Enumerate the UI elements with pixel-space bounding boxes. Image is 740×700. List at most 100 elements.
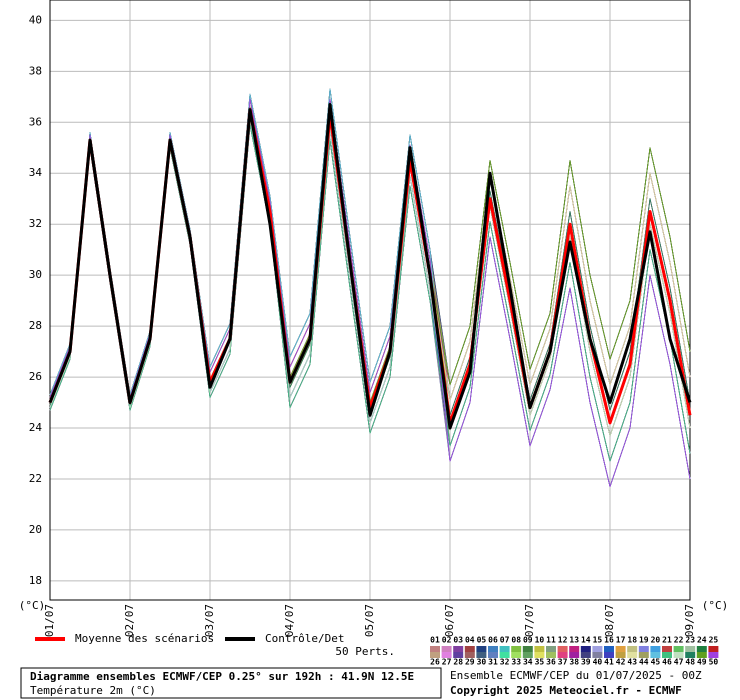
legend-swatch <box>441 646 452 652</box>
legend-swatch <box>604 646 614 652</box>
legend-swatch <box>592 646 603 652</box>
legend-label: 35 <box>535 658 545 667</box>
legend-swatch <box>453 652 464 658</box>
y-tick-label: 24 <box>29 421 43 434</box>
y-tick-label: 18 <box>29 574 42 587</box>
legend-swatch <box>650 646 661 652</box>
legend-label: 45 <box>651 658 661 667</box>
legend-swatch <box>592 652 603 658</box>
legend-swatch <box>696 646 707 652</box>
legend-swatch <box>511 646 522 652</box>
legend-label: 37 <box>558 658 568 667</box>
x-tick-label: 01/07 <box>43 604 56 637</box>
legend-label: 10 <box>535 636 545 645</box>
legend-swatch <box>441 652 452 658</box>
legend-label: 07 <box>500 636 510 645</box>
legend-swatch <box>627 652 638 658</box>
x-tick-label: 03/07 <box>203 604 216 637</box>
y-tick-label: 20 <box>29 523 42 536</box>
legend-label: 43 <box>627 658 637 667</box>
legend-swatch <box>453 646 464 652</box>
y-tick-label: 34 <box>29 166 43 179</box>
legend-swatch <box>662 652 672 658</box>
legend-swatch <box>615 652 626 658</box>
legend-label: 11 <box>546 636 556 645</box>
legend-label: 21 <box>662 636 672 645</box>
legend-label: 46 <box>662 658 672 667</box>
copyright: Copyright 2025 Meteociel.fr - ECMWF <box>450 684 682 697</box>
legend-swatch <box>430 652 440 658</box>
legend-swatch <box>673 646 684 652</box>
x-tick-label: 06/07 <box>443 604 456 637</box>
legend-swatch <box>557 652 568 658</box>
legend-swatch <box>430 646 440 652</box>
legend-swatch <box>615 646 626 652</box>
legend-label: 31 <box>488 658 498 667</box>
legend-label: 01 <box>430 636 440 645</box>
run-label: Ensemble ECMWF/CEP du 01/07/2025 - 00Z <box>450 669 702 682</box>
legend-label: 42 <box>616 658 626 667</box>
info-subtitle: Température 2m (°C) <box>30 684 156 697</box>
legend-label: 03 <box>453 636 463 645</box>
legend-label: 24 <box>697 636 707 645</box>
legend-swatch <box>662 646 672 652</box>
legend-label: 06 <box>488 636 498 645</box>
legend-label: 27 <box>442 658 452 667</box>
legend-swatch <box>464 652 475 658</box>
legend-label: 41 <box>604 658 614 667</box>
legend-label: 44 <box>639 658 649 667</box>
legend-label: 15 <box>593 636 603 645</box>
legend-label: 47 <box>674 658 684 667</box>
y-tick-label: 30 <box>29 268 42 281</box>
legend-label: Contrôle/Det <box>265 632 344 645</box>
legend-label: 17 <box>616 636 626 645</box>
info-box <box>20 667 442 699</box>
x-tick-label: 02/07 <box>123 604 136 637</box>
legend-label: 23 <box>685 636 695 645</box>
legend-swatch <box>580 646 591 652</box>
legend-label: 26 <box>430 658 440 667</box>
legend-label: 33 <box>511 658 521 667</box>
legend-label: 29 <box>465 658 475 667</box>
legend-label: 14 <box>581 636 591 645</box>
legend-swatch <box>604 652 614 658</box>
legend-swatch <box>499 646 510 652</box>
x-tick-label: 07/07 <box>523 604 536 637</box>
y-tick-label: 22 <box>29 472 42 485</box>
legend-label: 13 <box>569 636 579 645</box>
legend-label: 36 <box>546 658 556 667</box>
y-tick-label: 40 <box>29 13 42 26</box>
legend-swatch <box>522 646 533 652</box>
legend-swatch <box>638 652 649 658</box>
legend-label: 05 <box>477 636 487 645</box>
series-line <box>48 103 692 430</box>
legend-label: 30 <box>477 658 487 667</box>
y-unit-left: (°C) <box>19 599 46 612</box>
legend-swatch <box>650 652 661 658</box>
legend-label: 28 <box>453 658 463 667</box>
legend-swatch <box>546 652 556 658</box>
legend-label: 49 <box>697 658 707 667</box>
x-tick-label: 04/07 <box>283 604 296 637</box>
legend-label: 08 <box>511 636 521 645</box>
legend-swatch <box>685 652 696 658</box>
legend-swatch <box>534 646 545 652</box>
legend-label: 32 <box>500 658 510 667</box>
legend-swatch <box>476 652 487 658</box>
legend-swatch <box>685 646 696 652</box>
legend-label: 20 <box>651 636 661 645</box>
legend-swatch <box>627 646 638 652</box>
legend-swatch <box>546 646 556 652</box>
legend-swatch <box>569 646 580 652</box>
legend-swatch <box>569 652 580 658</box>
legend-label: 40 <box>593 658 603 667</box>
y-tick-label: 32 <box>29 217 42 230</box>
legend-swatch <box>488 646 498 652</box>
legend-swatch <box>511 652 522 658</box>
legend-swatch <box>488 652 498 658</box>
legend-label: 38 <box>569 658 579 667</box>
legend-label: 34 <box>523 658 533 667</box>
legend-swatch <box>557 646 568 652</box>
legend-swatch <box>696 652 707 658</box>
